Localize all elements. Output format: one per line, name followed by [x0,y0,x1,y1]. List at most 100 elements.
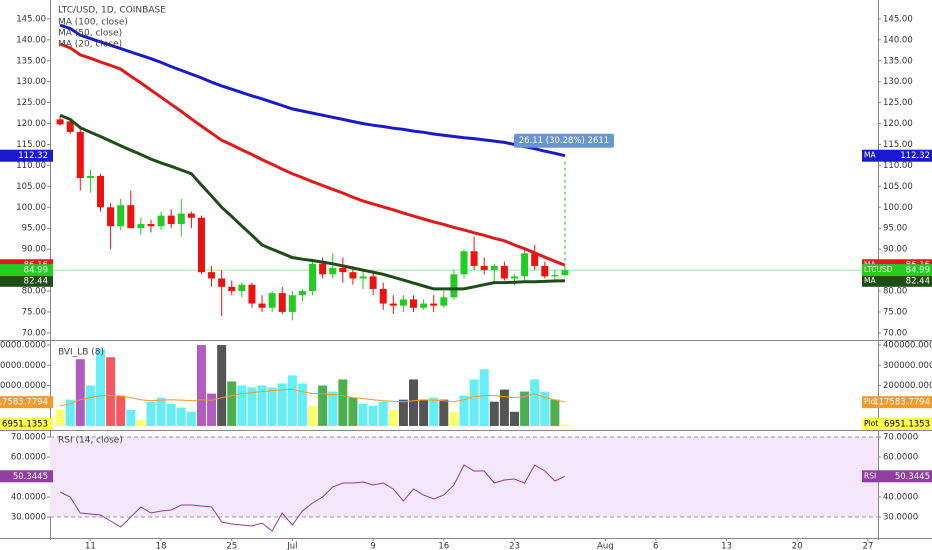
y-tick-label: 40.0000 [883,493,918,503]
measure-box [513,133,614,148]
bar [308,405,318,426]
y-tick-label: 110.00 [883,161,913,171]
candle-body [460,251,468,275]
bar [227,381,237,426]
bar [287,375,297,426]
price-tag-name: Plot [864,397,878,406]
bar [126,409,136,426]
price-tag [0,470,53,483]
y-tick-label: 125.00 [883,98,913,108]
overlay-line [60,388,566,407]
y-tick-label: 95.00 [22,224,46,234]
candle-body [167,215,175,225]
y-tick-label: 105.00 [16,182,46,192]
candle-body [561,270,569,276]
price-tag [0,149,53,162]
y-tick-label: 130.00 [883,77,913,87]
y-tick-label: 145.00 [16,14,46,24]
candle-body [208,272,216,279]
moving-average-line [59,113,566,291]
candle-body [177,213,185,225]
bar [85,385,95,426]
bar [146,401,156,426]
legend-entry: MA (100, close) [58,18,128,28]
candle-body [288,295,296,312]
candle-body [76,131,84,178]
y-tick-label: 120.00 [16,119,46,129]
bar [419,399,429,426]
candle-body [197,217,205,273]
y-tick-label: 80.00 [883,287,907,297]
y-tick-label: 75.00 [883,307,907,317]
bar [469,379,479,426]
price-tag [862,418,932,430]
bar [257,385,267,426]
candle-body [258,303,266,308]
y-tick-label: 100.00 [883,203,913,213]
candle-body [86,175,94,178]
chart-title: LTC/USD, 1D, COINBASE [58,6,166,16]
price-tag-value: 117583.7794 [0,398,48,408]
y-tick-label: 110.00 [16,161,46,171]
candle-body [430,303,438,306]
x-tick-label: 18 [156,542,167,550]
bar [439,399,449,426]
candle-body [319,263,327,275]
x-tick-label: Jul [286,542,297,550]
bar [328,391,338,426]
y-tick-label: 70.0000 [883,433,918,443]
candle-body [66,121,74,132]
candle-body [157,215,165,227]
bar [116,395,126,426]
candle-body [329,267,337,275]
y-tick-label: 40.0000 [11,493,46,503]
candle-body [389,303,397,306]
bar [540,391,550,426]
candle-body [420,303,428,308]
candle-body [298,291,306,296]
bar [489,401,499,426]
candle-body [500,265,508,279]
bar [499,389,509,426]
candle-body [399,299,407,306]
x-tick-label: 9 [370,542,375,550]
y-tick-label: 115.00 [16,140,46,150]
candle-body [187,213,195,218]
candle-body [379,288,387,304]
price-tag-value: 6951.1353 [2,420,48,430]
rsi-line [59,464,566,532]
bar [207,393,217,426]
y-tick-label: 400000.0000 [0,341,46,351]
bar [368,405,378,426]
x-tick-label: 16 [438,542,449,550]
y-tick-label: 30.0000 [883,513,918,523]
candle-body [521,253,529,277]
price-tag-value: 50.3445 [895,472,930,482]
bar [176,407,186,426]
candle-body [248,284,256,304]
pane-title: BVI_LB (8) [58,348,104,358]
price-tag [0,274,53,287]
bar [95,349,105,426]
y-tick-label: 30.0000 [11,513,46,523]
bar [55,409,65,426]
y-tick-label: 70.00 [22,328,46,338]
bar [409,379,419,426]
price-tag-value: 84.99 [906,266,930,276]
x-tick-label: 25 [226,542,237,550]
bar [217,345,227,426]
bar [277,383,287,426]
bar [247,387,257,426]
y-tick-label: 400000.0000 [883,341,932,351]
y-tick-label: 95.00 [883,224,907,234]
candle-body [531,253,539,266]
y-tick-label: 80.00 [22,287,46,297]
y-tick-label: 70.0000 [11,433,46,443]
candle-body [410,299,418,308]
y-tick-label: 75.00 [22,307,46,317]
rsi-band [50,437,878,517]
candle-body [127,205,135,229]
moving-average-line [59,42,566,267]
